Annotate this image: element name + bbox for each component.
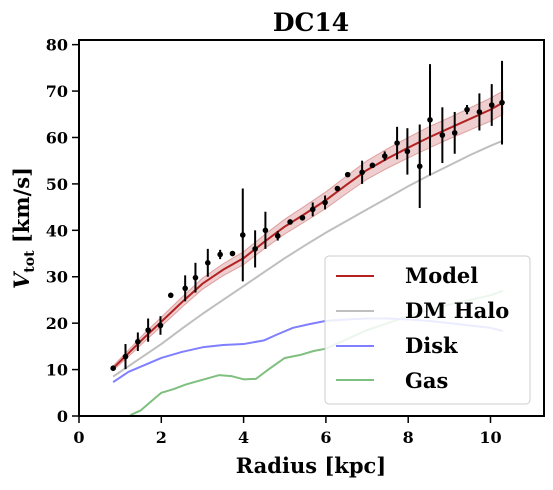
observed-point xyxy=(344,171,351,178)
y-tick-label: 50 xyxy=(46,175,68,194)
observed-point xyxy=(359,169,365,176)
y-axis-label-subscript: tot xyxy=(22,250,38,273)
y-axis-label-unit: [km/s] xyxy=(9,167,34,250)
y-tick-label: 80 xyxy=(46,36,68,55)
observed-point xyxy=(464,106,470,113)
y-axis-label: Vtot [km/s] xyxy=(9,167,38,289)
y-axis-label-main: V xyxy=(9,270,34,289)
x-tick-label: 10 xyxy=(479,428,501,447)
y-tick-label: 40 xyxy=(46,221,68,240)
observed-point xyxy=(476,109,483,115)
observed-point xyxy=(274,233,281,239)
observed-point xyxy=(439,132,446,138)
x-axis-label: Radius [kpc] xyxy=(236,453,387,478)
observed-point xyxy=(488,102,495,108)
observed-point xyxy=(394,140,400,146)
observed-point xyxy=(135,338,141,345)
chart-title: DC14 xyxy=(273,8,349,37)
legend-label-gas: Gas xyxy=(405,368,448,393)
x-tick-label: 6 xyxy=(320,428,331,447)
observed-point xyxy=(369,162,376,169)
observed-point xyxy=(122,353,129,360)
observed-point xyxy=(145,327,151,333)
observed-point xyxy=(309,206,316,213)
observed-point xyxy=(262,227,269,234)
observed-point xyxy=(299,214,306,221)
observed-point xyxy=(252,246,258,252)
y-tick-label: 30 xyxy=(46,268,68,287)
y-tick-label: 60 xyxy=(46,128,68,147)
observed-point xyxy=(287,219,293,225)
legend-label-disk: Disk xyxy=(405,333,458,358)
observed-point xyxy=(110,365,116,371)
x-axis-ticks: 0 2 4 6 8 10 xyxy=(73,416,502,447)
observed-point xyxy=(416,163,423,170)
legend: Model DM Halo Disk Gas xyxy=(324,255,531,405)
x-tick-label: 2 xyxy=(156,428,167,447)
legend-label-model: Model xyxy=(405,263,478,288)
legend-label-dm-halo: DM Halo xyxy=(405,298,509,323)
observed-point xyxy=(381,153,388,159)
observed-point xyxy=(239,232,246,238)
y-tick-label: 10 xyxy=(46,361,68,380)
observed-point xyxy=(229,250,236,257)
observed-point xyxy=(157,322,164,329)
observed-point xyxy=(167,292,174,299)
legend-box xyxy=(324,255,531,405)
observed-point xyxy=(192,274,199,281)
y-tick-label: 0 xyxy=(57,407,68,426)
observed-point xyxy=(217,251,223,258)
x-tick-label: 8 xyxy=(403,428,414,447)
observed-point xyxy=(451,130,458,136)
observed-point xyxy=(404,148,411,155)
observed-point xyxy=(499,99,505,106)
observed-point xyxy=(205,260,211,266)
plot-frame xyxy=(78,39,545,417)
y-tick-label: 70 xyxy=(46,82,68,101)
series-line-dm-halo xyxy=(112,139,504,378)
x-tick-label: 0 xyxy=(73,428,84,447)
observed-point xyxy=(334,185,341,192)
observed-point xyxy=(427,117,433,123)
observed-point xyxy=(182,285,188,292)
x-tick-label: 4 xyxy=(238,428,249,447)
observed-point xyxy=(322,199,328,206)
y-axis-ticks: 0 10 20 30 40 50 60 70 80 xyxy=(46,36,79,426)
y-tick-label: 20 xyxy=(46,314,68,333)
observed-points-layer xyxy=(110,60,505,371)
